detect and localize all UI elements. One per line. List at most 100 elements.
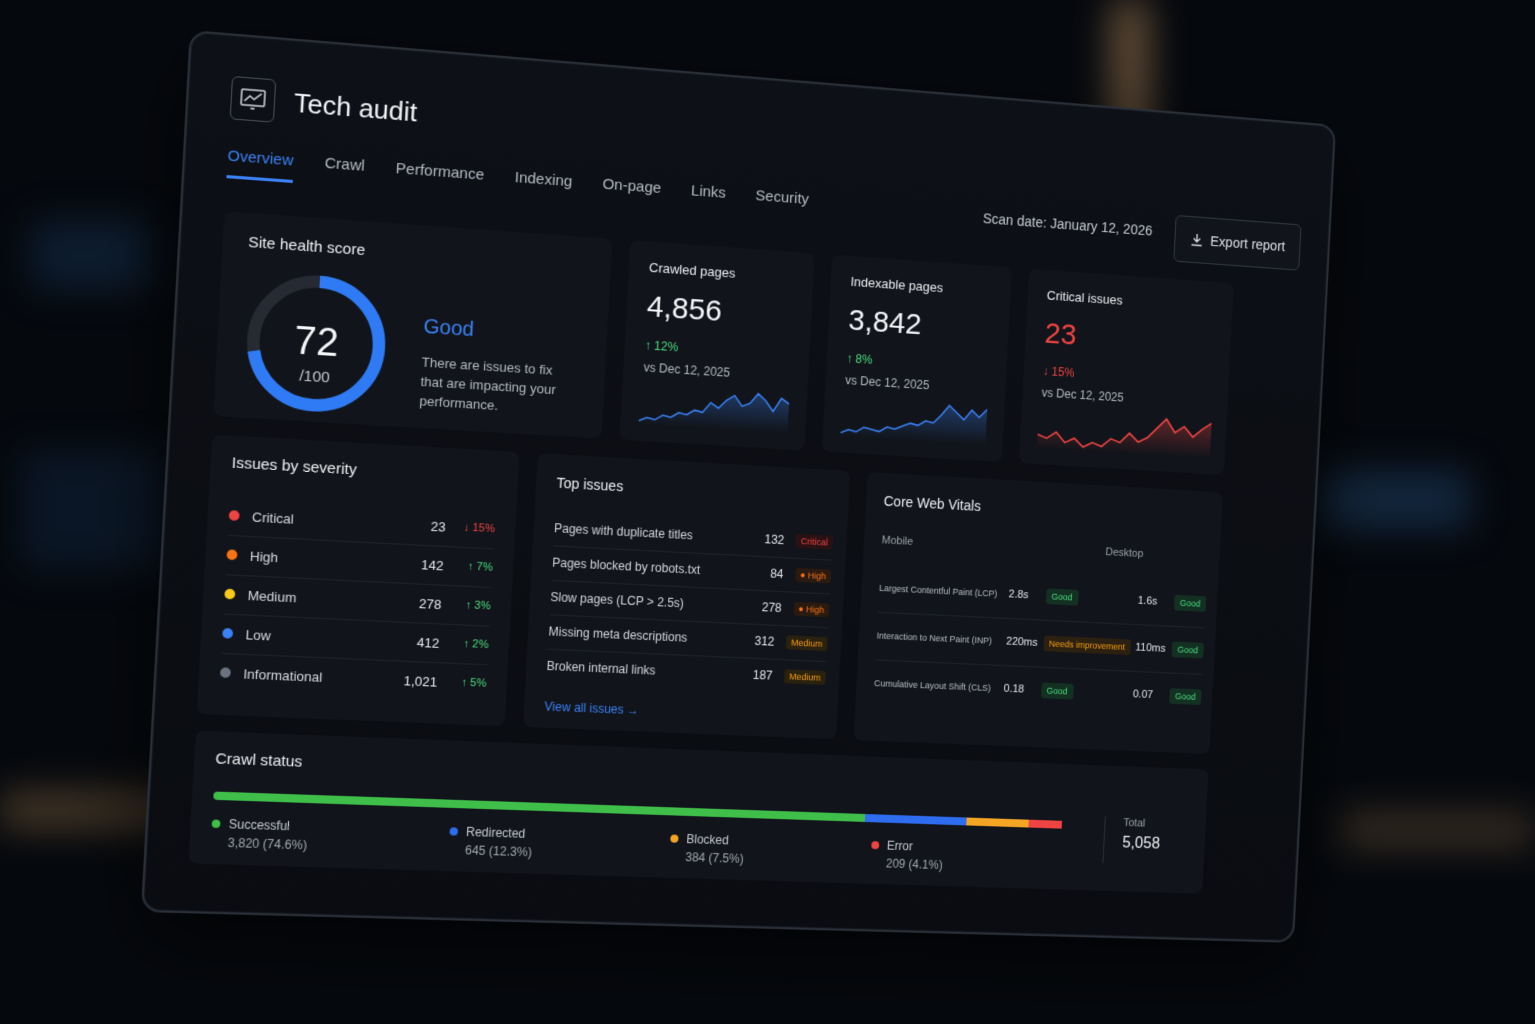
legend-dot — [212, 819, 221, 828]
tab-crawl[interactable]: Crawl — [324, 154, 366, 188]
issue-name: Broken internal links — [546, 659, 737, 681]
severity-count: 1,021 — [383, 672, 438, 690]
severity-count: 23 — [392, 516, 446, 534]
issue-name: Missing meta descriptions — [548, 624, 739, 647]
tab-performance[interactable]: Performance — [395, 160, 485, 197]
severity-label: Informational — [243, 666, 384, 687]
kpi-title: Indexable pages — [850, 274, 943, 295]
severity-dot — [226, 549, 237, 560]
download-icon — [1190, 233, 1204, 248]
issue-name: Pages blocked by robots.txt — [552, 555, 748, 579]
issue-count: 187 — [737, 667, 773, 683]
severity-dot — [220, 667, 231, 678]
cwv-mobile-badge: Good — [1040, 682, 1073, 699]
issue-severity-badge: Medium — [784, 669, 826, 685]
kpi-title: Crawled pages — [649, 260, 736, 281]
issue-count: 132 — [748, 531, 784, 547]
tab-bar: Overview Crawl Performance Indexing On-p… — [226, 147, 809, 221]
sparkline-area — [1037, 411, 1212, 459]
cwv-mobile-value: 220ms — [1006, 636, 1044, 650]
export-report-label: Export report — [1210, 233, 1286, 254]
crawl-total-value: 5,058 — [1122, 835, 1160, 854]
crawl-legend-redirected: Redirected 645 (12.3%) — [448, 824, 533, 859]
cwv-mobile-value: 0.18 — [1003, 683, 1041, 696]
kpi-value: 4,856 — [646, 290, 723, 329]
legend-dot — [871, 841, 879, 849]
site-health-title: Site health score — [248, 234, 366, 260]
kpi-value: 23 — [1044, 317, 1077, 352]
legend-value: 3,820 (74.6%) — [227, 836, 307, 853]
tab-links[interactable]: Links — [690, 182, 726, 215]
kpi-change: ↑ 12% — [644, 338, 678, 354]
tab-security[interactable]: Security — [754, 187, 809, 221]
issue-count: 84 — [748, 565, 784, 581]
issue-count: 312 — [738, 633, 774, 649]
crawl-legend-error: Error 209 (4.1%) — [870, 838, 944, 872]
view-all-issues-link[interactable]: View all issues → — [544, 699, 639, 717]
cwv-desktop-value: 1.6s — [1137, 595, 1174, 608]
cwv-mobile-value: 2.8s — [1008, 588, 1046, 602]
sparkline-area — [639, 386, 790, 433]
cwv-metric: Largest Contentful Paint (LCP) — [879, 583, 1009, 599]
crawl-status-bar — [213, 792, 1074, 830]
legend-label: Successful — [228, 817, 290, 833]
legend-dot — [449, 827, 458, 835]
severity-label: Critical — [252, 509, 393, 532]
severity-title: Issues by severity — [231, 454, 357, 478]
legend-label: Redirected — [466, 825, 526, 841]
cwv-title: Core Web Vitals — [883, 493, 981, 514]
severity-count: 412 — [385, 633, 440, 651]
severity-label: Medium — [247, 587, 388, 609]
crawl-total-label: Total — [1123, 817, 1145, 829]
cwv-metric: Interaction to Next Paint (INP) — [876, 631, 1006, 647]
kpi-change: ↓ 15% — [1042, 364, 1074, 380]
tab-indexing[interactable]: Indexing — [514, 169, 573, 204]
cwv-mobile-badge: Needs improvement — [1043, 635, 1131, 655]
cwv-desktop-badge: Good — [1174, 595, 1207, 612]
cwv-desktop-badge: Good — [1169, 688, 1202, 705]
kpi-card-indexable-pages: Indexable pages 3,842 ↑ 8% vs Dec 12, 20… — [822, 255, 1012, 462]
kpi-change: ↑ 8% — [846, 351, 873, 367]
issue-severity-badge: Critical — [796, 534, 833, 550]
cwv-desktop-value: 110ms — [1135, 642, 1172, 655]
export-report-button[interactable]: Export report — [1173, 215, 1301, 271]
severity-change: ↓ 15% — [445, 520, 495, 535]
crawl-status-title: Crawl status — [215, 750, 303, 771]
tab-overview[interactable]: Overview — [226, 147, 294, 183]
severity-change: ↑ 7% — [443, 559, 493, 574]
cwv-metric: Cumulative Layout Shift (CLS) — [874, 678, 1004, 693]
kpi-compare: vs Dec 12, 2025 — [845, 373, 930, 392]
issue-name: Pages with duplicate titles — [554, 521, 749, 545]
scan-date: Scan date: January 12, 2026 — [982, 210, 1152, 238]
kpi-title: Critical issues — [1046, 288, 1123, 308]
cwv-mobile-header: Mobile — [881, 534, 913, 548]
issue-name: Slow pages (LCP > 2.5s) — [550, 590, 747, 613]
top-issues-card: Top issues Pages with duplicate titles 1… — [523, 453, 850, 739]
health-status: Good — [423, 316, 475, 343]
severity-dot — [229, 510, 240, 521]
legend-label: Error — [887, 839, 914, 854]
severity-change: ↑ 5% — [437, 675, 487, 689]
kpi-value: 3,842 — [848, 304, 923, 343]
issue-severity-badge: ● High — [795, 568, 831, 584]
severity-change: ↑ 3% — [441, 598, 491, 613]
legend-value: 209 (4.1%) — [886, 856, 943, 872]
severity-count: 278 — [387, 594, 442, 612]
health-score-value: 72 — [242, 316, 391, 369]
crawl-legend-blocked: Blocked 384 (7.5%) — [669, 831, 745, 865]
severity-label: High — [250, 548, 391, 570]
kpi-sparkline — [1037, 405, 1212, 458]
app-header: Tech audit — [229, 67, 419, 143]
cwv-mobile-badge: Good — [1045, 588, 1078, 605]
crawl-bar-segment-redirected — [864, 814, 967, 825]
cwv-desktop-value: 0.07 — [1133, 688, 1170, 701]
cwv-desktop-header: Desktop — [1105, 546, 1144, 560]
severity-dot — [222, 628, 233, 639]
kpi-sparkline — [840, 393, 987, 445]
tab-on-page[interactable]: On-page — [601, 176, 661, 211]
health-description: There are issues to fix that are impacti… — [419, 352, 575, 419]
kpi-compare: vs Dec 12, 2025 — [643, 360, 730, 380]
legend-value: 384 (7.5%) — [685, 850, 744, 866]
kpi-card-crawled-pages: Crawled pages 4,856 ↑ 12% vs Dec 12, 202… — [620, 240, 815, 450]
sparkline-area — [840, 399, 987, 445]
